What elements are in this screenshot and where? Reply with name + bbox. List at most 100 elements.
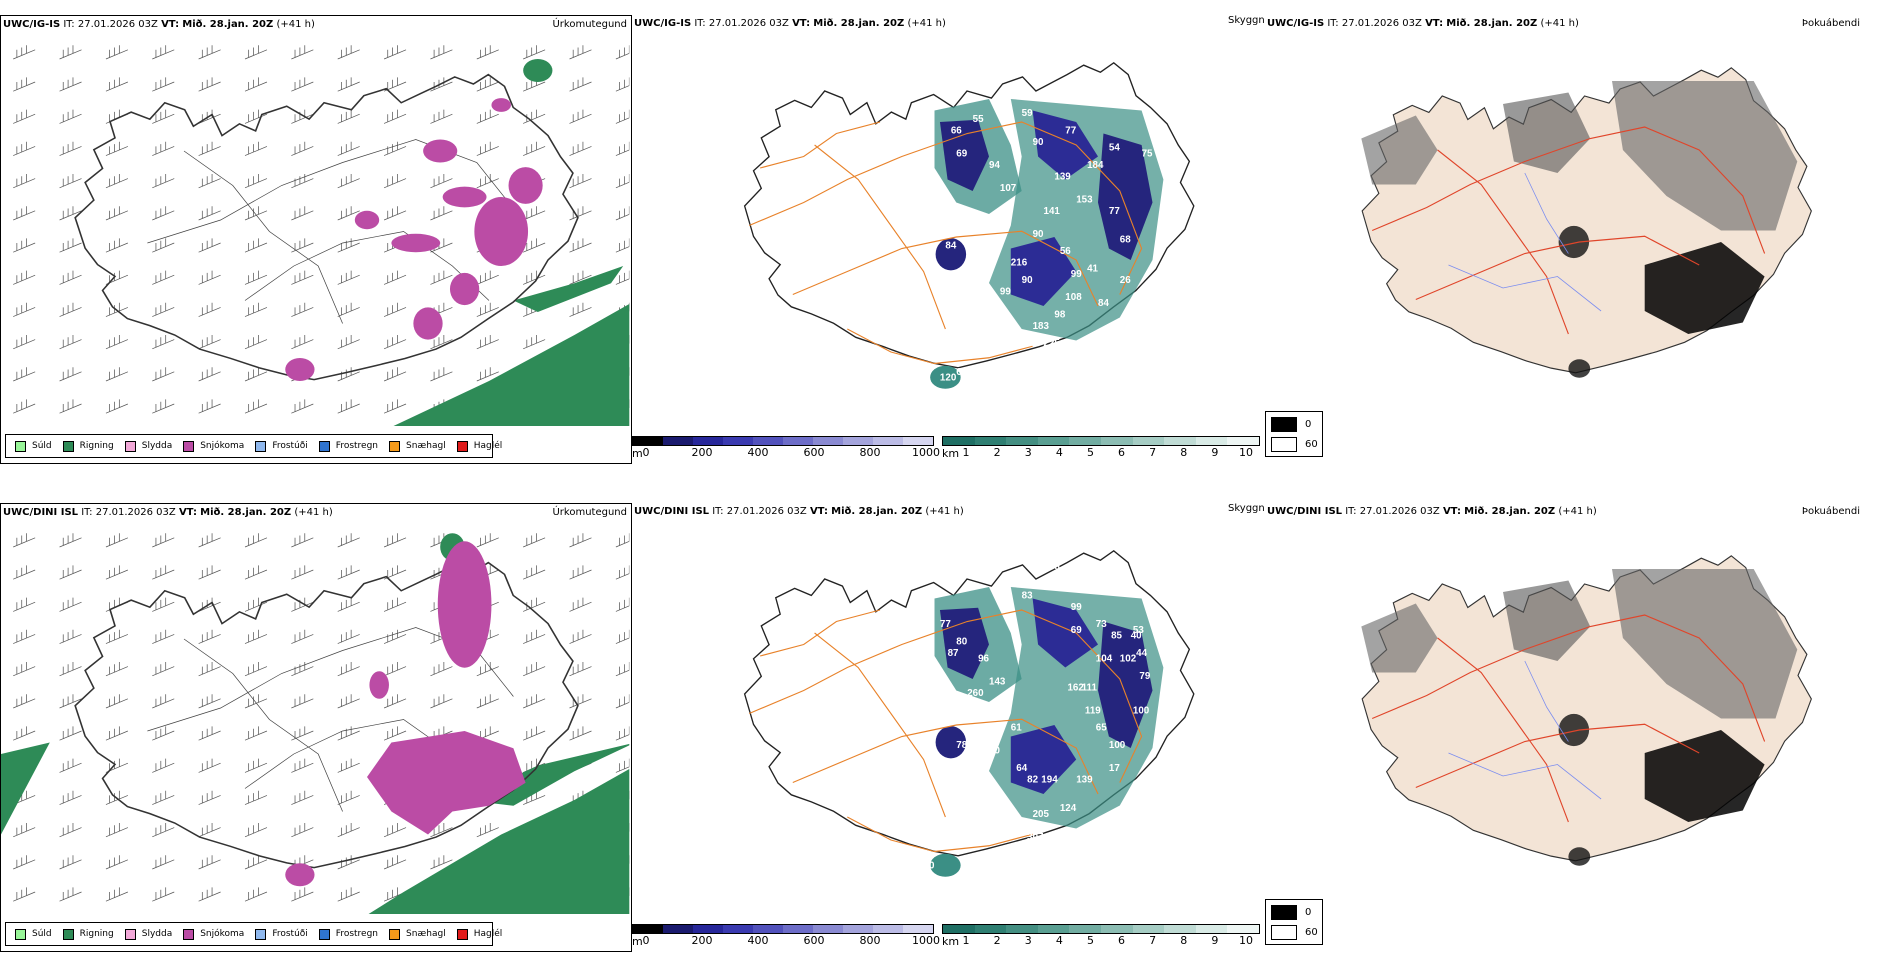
ceiling-height-label: 194 (1041, 774, 1058, 785)
colorbar-tick: 3 (1024, 934, 1032, 947)
panel-label: Úrkomutegund (552, 507, 627, 518)
colorbar-tick: 2 (993, 934, 1001, 947)
colorbar-tick: 8 (1180, 446, 1188, 459)
init-time: 27.01.2026 03Z (77, 19, 158, 30)
legend-item: Frostregn (318, 928, 379, 940)
valid-time: Mið. 28.jan. 20Z (813, 18, 905, 29)
ceiling-height-label: 120 (940, 373, 957, 384)
roads (1371, 614, 1766, 823)
init-time: 27.01.2026 03Z (1341, 18, 1422, 29)
legend-item: Rigning (62, 928, 114, 940)
ceiling-height-label: 139 (1054, 171, 1071, 182)
rain-area (1, 533, 630, 914)
ceiling-height-label: 139 (1076, 774, 1093, 785)
legend-label: Frostúði (272, 441, 308, 451)
legend-item: Haglél (456, 440, 503, 452)
ceiling-height-label: 141 (1044, 206, 1061, 217)
ceiling-height-label: 78 (956, 740, 967, 751)
colorbar-tick: 4 (1055, 934, 1063, 947)
fog-legend-label: 0 (1305, 419, 1312, 430)
ceiling-height-label: 225 (1044, 338, 1061, 349)
ceiling-height-label: 68 (1120, 235, 1131, 246)
valid-time: Mið. 28.jan. 20Z (200, 507, 292, 518)
legend-item: Rigning (62, 440, 114, 452)
ceiling-height-label: 68 (1049, 562, 1060, 573)
colorbar-tick: 6 (1118, 934, 1126, 947)
precip-legend: Súld Rigning Slydda Snjókoma Frostúði Frostre… (5, 922, 502, 946)
coastline (74, 73, 579, 381)
ceiling-height-label: 80 (956, 636, 967, 647)
colorbar-unit: m (632, 447, 643, 460)
colorbar-tick: 200 (691, 446, 713, 459)
colorbar-unit: m (632, 935, 643, 948)
legend-label: Haglél (473, 441, 503, 451)
roads (147, 139, 514, 324)
legend-swatch (318, 440, 330, 452)
colorbar-unit: km (942, 935, 960, 948)
roads (1371, 126, 1766, 335)
fog-areas (1361, 569, 1798, 866)
ceiling-height-label: 77 (1065, 125, 1076, 136)
legend-swatch (456, 440, 468, 452)
legend-swatch (15, 440, 26, 452)
legend-swatch (183, 440, 195, 452)
ceiling-height-label: 153 (1076, 194, 1093, 205)
ceiling-height-label: 119 (1085, 705, 1101, 716)
ceiling-height-label: 54 (1109, 143, 1120, 154)
colorbar-tick: 2 (993, 446, 1001, 459)
ceiling-height-label: 90 (989, 746, 1000, 757)
panel-title: UWC/IG-IS IT: 27.01.2026 03Z VT: Mið. 28… (3, 19, 315, 30)
ceiling-height-label: 53 (1133, 625, 1144, 636)
legend-label: Slydda (141, 929, 173, 939)
model-name: UWC/IG-IS (1267, 18, 1325, 29)
legend-label: Frostregn (335, 929, 379, 939)
fog-panel: UWC/DINI ISL IT: 27.01.2026 03Z VT: Mið.… (1265, 503, 1900, 953)
legend-label: Snjókoma (200, 441, 245, 451)
ceiling-height-label: 55 (973, 114, 984, 125)
it-label: IT: (712, 506, 724, 517)
colorbar-tick: 4 (1055, 446, 1063, 459)
ceiling-height-label: 184 (1087, 160, 1104, 171)
ceiling-height-label: 100 (1109, 740, 1126, 751)
legend-item: Frostregn (318, 440, 378, 452)
legend-swatch (389, 440, 401, 452)
visibility-panel: UWC/DINI ISL IT: 27.01.2026 03Z VT: Mið.… (632, 503, 1264, 953)
visibility-map: 66 55 69 94 107 59 90 77 184 139 54 75 141 90 153 77 84 2… (743, 61, 1195, 389)
legend-item: Súld (15, 928, 52, 940)
ceiling-height-label: 216 (1011, 258, 1028, 269)
colorbar-tick: 1000 (912, 446, 940, 459)
ceiling-height-label: 99 (1071, 602, 1082, 613)
ceiling-height-label: 90 (1033, 229, 1044, 240)
valid-time: Mið. 28.jan. 20Z (1464, 506, 1556, 517)
ceiling-height-label: 90 (1022, 275, 1033, 286)
wind-barbs (13, 533, 630, 902)
low-visibility-areas (930, 587, 1164, 877)
ceiling-height-label: 60 (956, 367, 967, 378)
ceiling-height-label: 107 (1000, 183, 1017, 194)
roads (748, 609, 1143, 853)
panel-title: UWC/DINI ISL IT: 27.01.2026 03Z VT: Mið.… (3, 507, 333, 518)
fog-legend-label: 0 (1305, 907, 1312, 918)
colorbar-tick: 7 (1149, 446, 1157, 459)
panel-label: Skyggni (1228, 503, 1264, 514)
legend-item: Snæhagl (389, 440, 446, 452)
colorbar-tick: 600 (803, 934, 825, 947)
panel-label: Þokuábendi (1801, 18, 1860, 29)
ceiling-height-label: 356 (973, 705, 990, 716)
visibility-colorbar: 1 2 3 4 5 6 7 8 9 10 km (942, 924, 1260, 948)
ceiling-height-label: 124 (1060, 803, 1077, 814)
model-name: UWC/DINI ISL (1267, 506, 1343, 517)
ceiling-height-label: 183 (1033, 321, 1050, 332)
vt-label: VT: (1425, 18, 1444, 29)
fog-legend: 0 60 (1265, 899, 1323, 945)
legend-item: Snjókoma (183, 440, 245, 452)
colorbar-tick: 800 (859, 446, 881, 459)
wind-barbs (13, 45, 630, 414)
rivers (1448, 660, 1602, 800)
legend-item: Snæhagl (389, 928, 446, 940)
legend-swatch (62, 928, 74, 940)
legend-swatch (318, 928, 330, 940)
panel-label: Þokuábendi (1801, 506, 1860, 517)
legend-label: Súld (32, 441, 52, 451)
